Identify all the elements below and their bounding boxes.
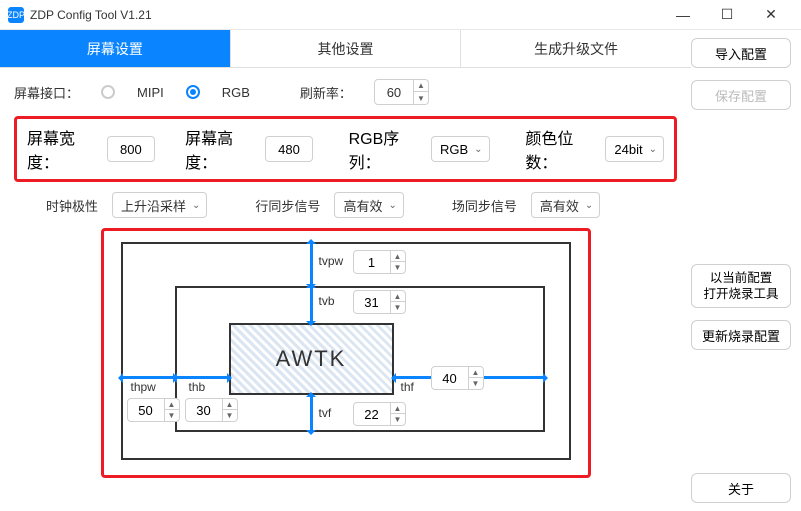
thpw-spinner[interactable]: ▲▼ bbox=[164, 398, 180, 422]
interface-label: 屏幕接口： bbox=[14, 83, 79, 102]
height-label: 屏幕高度： bbox=[185, 125, 255, 173]
tvb-input[interactable]: 31 bbox=[353, 290, 391, 314]
open-flash-tool-button[interactable]: 以当前配置 打开烧录工具 bbox=[691, 264, 791, 308]
thb-label: thb bbox=[189, 380, 206, 394]
maximize-button[interactable]: ☐ bbox=[705, 0, 749, 30]
sidebar: 导入配置 保存配置 以当前配置 打开烧录工具 更新烧录配置 关于 bbox=[691, 30, 801, 511]
tvf-label: tvf bbox=[319, 406, 332, 420]
row-interface: 屏幕接口： MIPI RGB 刷新率： 60 ▲▼ bbox=[14, 78, 677, 106]
import-config-button[interactable]: 导入配置 bbox=[691, 38, 791, 68]
refresh-label: 刷新率： bbox=[300, 83, 352, 102]
update-flash-config-button[interactable]: 更新烧录配置 bbox=[691, 320, 791, 350]
tvf-spinner[interactable]: ▲▼ bbox=[390, 402, 406, 426]
tvpw-input[interactable]: 1 bbox=[353, 250, 391, 274]
tab-bar: 屏幕设置 其他设置 生成升级文件 bbox=[0, 30, 691, 68]
arrow-tvf bbox=[310, 397, 313, 430]
tvpw-label: tvpw bbox=[319, 254, 344, 268]
thb-spinner[interactable]: ▲▼ bbox=[222, 398, 238, 422]
arrow-tvb bbox=[310, 288, 313, 321]
save-config-button[interactable]: 保存配置 bbox=[691, 80, 791, 110]
refresh-input[interactable]: 60 bbox=[374, 79, 414, 105]
app-icon: ZDP bbox=[8, 7, 24, 23]
window-title: ZDP Config Tool V1.21 bbox=[30, 8, 661, 22]
thf-input[interactable]: 40 bbox=[431, 366, 469, 390]
tab-generate-upgrade[interactable]: 生成升级文件 bbox=[461, 30, 691, 67]
minimize-button[interactable]: — bbox=[661, 0, 705, 30]
rgb-order-select[interactable]: RGB⌄ bbox=[431, 136, 490, 162]
thpw-label: thpw bbox=[131, 380, 156, 394]
tab-screen-settings[interactable]: 屏幕设置 bbox=[0, 30, 231, 67]
content-area: 屏幕接口： MIPI RGB 刷新率： 60 ▲▼ 屏幕宽度： 800 屏幕高度… bbox=[0, 68, 691, 511]
hsync-label: 行同步信号 bbox=[255, 196, 320, 215]
refresh-spinner[interactable]: ▲▼ bbox=[413, 79, 429, 105]
height-input[interactable]: 480 bbox=[265, 136, 313, 162]
timing-diagram: AWTK tvpw tvb tvf thpw thb thf 1▲▼ 31▲▼ bbox=[101, 228, 591, 478]
tvb-spinner[interactable]: ▲▼ bbox=[390, 290, 406, 314]
thf-spinner[interactable]: ▲▼ bbox=[468, 366, 484, 390]
vsync-select[interactable]: 高有效⌄ bbox=[531, 192, 600, 218]
radio-rgb[interactable] bbox=[186, 85, 200, 99]
color-bits-select[interactable]: 24bit⌄ bbox=[605, 136, 664, 162]
arrow-thb bbox=[177, 376, 227, 379]
color-bits-label: 颜色位数： bbox=[525, 125, 595, 173]
clk-pol-select[interactable]: 上升沿采样⌄ bbox=[112, 192, 207, 218]
arrow-tvpw bbox=[310, 244, 313, 284]
rgb-order-label: RGB序列： bbox=[349, 125, 421, 173]
thpw-input[interactable]: 50 bbox=[127, 398, 165, 422]
tab-other-settings[interactable]: 其他设置 bbox=[231, 30, 462, 67]
close-button[interactable]: ✕ bbox=[749, 0, 793, 30]
tvpw-spinner[interactable]: ▲▼ bbox=[390, 250, 406, 274]
width-label: 屏幕宽度： bbox=[27, 125, 97, 173]
thb-input[interactable]: 30 bbox=[185, 398, 223, 422]
hsync-select[interactable]: 高有效⌄ bbox=[334, 192, 403, 218]
thf-label: thf bbox=[401, 380, 414, 394]
clk-pol-label: 时钟极性 bbox=[46, 196, 98, 215]
diagram-inner-box: AWTK bbox=[229, 323, 394, 395]
radio-mipi[interactable] bbox=[101, 85, 115, 99]
row-sync: 时钟极性 上升沿采样⌄ 行同步信号 高有效⌄ 场同步信号 高有效⌄ bbox=[14, 192, 677, 218]
radio-mipi-label: MIPI bbox=[137, 85, 164, 100]
radio-rgb-label: RGB bbox=[222, 85, 250, 100]
tvb-label: tvb bbox=[319, 294, 335, 308]
vsync-label: 场同步信号 bbox=[452, 196, 517, 215]
arrow-thpw bbox=[123, 376, 173, 379]
highlight-box-dims: 屏幕宽度： 800 屏幕高度： 480 RGB序列： RGB⌄ 颜色位数： 24… bbox=[14, 116, 677, 182]
tvf-input[interactable]: 22 bbox=[353, 402, 391, 426]
about-button[interactable]: 关于 bbox=[691, 473, 791, 503]
titlebar: ZDP ZDP Config Tool V1.21 — ☐ ✕ bbox=[0, 0, 801, 30]
width-input[interactable]: 800 bbox=[107, 136, 155, 162]
